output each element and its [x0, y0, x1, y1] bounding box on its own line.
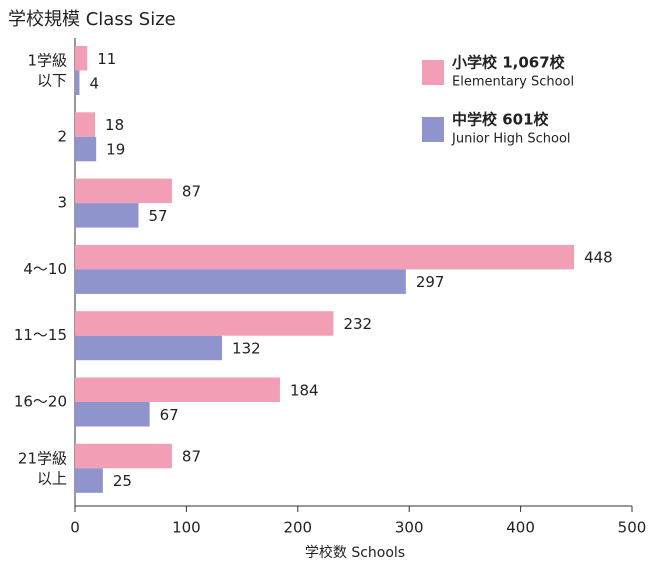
bar: [75, 443, 172, 469]
x-tick-label: 0: [70, 519, 80, 537]
chart-title: 学校規模 Class Size: [8, 9, 176, 30]
value-label: 232: [343, 315, 372, 333]
value-label: 18: [105, 116, 124, 134]
x-axis-label: 学校数 Schools: [305, 544, 405, 561]
bar: [75, 269, 406, 294]
value-label: 87: [182, 182, 201, 200]
legend-label: 中学校 601校: [452, 111, 550, 129]
x-tick-label: 400: [506, 519, 535, 537]
legend-label-en: Junior High School: [451, 132, 571, 147]
value-label: 19: [106, 141, 125, 159]
value-label: 25: [113, 472, 132, 490]
bar: [75, 203, 139, 228]
legend-swatch: [422, 117, 444, 142]
x-tick-label: 200: [283, 519, 312, 537]
bar: [75, 136, 97, 162]
y-tick-label: 3: [57, 194, 67, 212]
bar: [75, 377, 280, 402]
bar: [75, 311, 334, 336]
x-tick-label: 100: [172, 519, 201, 537]
bar: [75, 112, 96, 137]
bar: [75, 70, 80, 95]
x-tick-label: 300: [395, 519, 424, 537]
y-tick-label: 2: [57, 127, 67, 145]
value-label: 87: [182, 448, 201, 466]
value-label: 184: [290, 381, 319, 399]
x-tick-label: 500: [618, 519, 647, 537]
value-label: 57: [148, 207, 167, 225]
y-tick-label: 1学級以下: [27, 51, 67, 89]
bar: [75, 178, 172, 204]
bar: [75, 335, 223, 361]
value-label: 448: [584, 249, 613, 267]
legend-label-en: Elementary School: [452, 75, 574, 90]
value-label: 297: [416, 273, 445, 291]
bar: [75, 244, 575, 270]
value-label: 11: [97, 50, 116, 68]
y-tick-label: 16〜20: [14, 393, 67, 411]
value-label: 4: [89, 74, 99, 92]
legend-label: 小学校 1,067校: [452, 54, 566, 72]
y-tick-label: 11〜15: [14, 326, 67, 344]
legend-swatch: [422, 60, 444, 85]
bar: [75, 468, 103, 493]
y-tick-label: 4〜10: [23, 260, 67, 278]
bar: [75, 46, 88, 71]
bar: [75, 402, 150, 427]
value-label: 67: [160, 406, 179, 424]
y-tick-label: 21学級以上: [18, 449, 67, 487]
value-label: 132: [232, 339, 261, 357]
